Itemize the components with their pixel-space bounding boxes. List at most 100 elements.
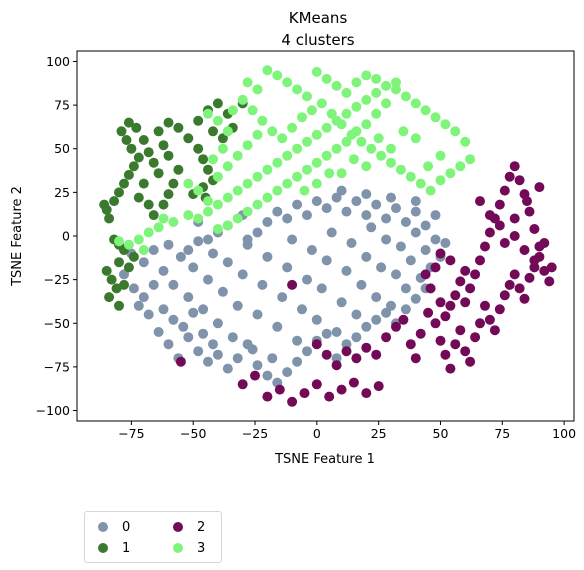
data-point: [381, 213, 392, 224]
data-point: [217, 133, 228, 144]
data-point: [445, 363, 456, 374]
data-point: [232, 150, 243, 161]
data-point: [504, 279, 515, 290]
data-point: [212, 115, 223, 126]
data-point: [351, 309, 362, 320]
data-point: [321, 328, 332, 339]
data-point: [282, 150, 293, 161]
data-point: [336, 185, 347, 196]
series-3: [114, 65, 476, 255]
data-point: [175, 356, 186, 367]
data-point: [465, 356, 476, 367]
y-tick-label: −100: [36, 403, 70, 418]
data-point: [351, 77, 362, 88]
data-point: [193, 185, 204, 196]
data-point: [183, 210, 194, 221]
chart-title: KMeans: [289, 9, 348, 27]
data-point: [217, 143, 228, 154]
data-point: [450, 290, 461, 301]
data-point: [534, 182, 545, 193]
data-point: [544, 276, 555, 287]
data-point: [252, 84, 263, 95]
data-point: [455, 161, 466, 172]
data-point: [405, 339, 416, 350]
data-point: [252, 309, 263, 320]
data-point: [420, 245, 431, 255]
data-point: [203, 108, 213, 119]
data-point: [222, 363, 233, 374]
x-tick-label: 0: [313, 426, 321, 441]
data-point: [435, 248, 446, 259]
data-point: [405, 255, 416, 266]
data-point: [99, 199, 110, 210]
data-point: [114, 300, 124, 311]
data-point: [494, 304, 505, 315]
data-point: [252, 227, 263, 238]
y-tick-label: 50: [54, 141, 70, 156]
data-point: [203, 196, 213, 207]
data-point: [465, 283, 476, 294]
data-point: [252, 199, 263, 210]
data-point: [242, 178, 253, 189]
data-point: [203, 206, 213, 217]
data-point: [539, 238, 550, 248]
data-point: [153, 222, 164, 233]
y-tick-label: −75: [44, 359, 70, 374]
data-point: [227, 105, 238, 116]
y-tick-label: 100: [46, 54, 70, 69]
data-point: [277, 133, 288, 144]
data-point: [123, 262, 134, 273]
x-tick-label: 100: [552, 426, 576, 441]
data-point: [410, 353, 421, 364]
data-point: [316, 98, 327, 109]
data-point: [153, 126, 164, 137]
legend-marker-2: [173, 522, 183, 532]
data-point: [163, 239, 174, 250]
data-point: [351, 353, 362, 364]
data-point: [460, 346, 471, 357]
data-point: [237, 269, 248, 280]
data-point: [158, 304, 169, 315]
data-point: [366, 222, 377, 233]
data-point: [415, 178, 426, 189]
data-point: [321, 349, 332, 360]
y-tick-label: −50: [44, 316, 70, 331]
data-point: [212, 171, 223, 182]
data-point: [138, 257, 149, 268]
data-point: [371, 87, 382, 98]
data-point: [351, 101, 362, 112]
data-point: [445, 300, 456, 311]
data-point: [331, 80, 342, 91]
data-point: [398, 126, 409, 137]
data-point: [311, 339, 322, 350]
data-point: [341, 87, 352, 98]
data-point: [430, 210, 441, 221]
data-point: [494, 220, 505, 231]
data-point: [445, 255, 456, 266]
data-point: [514, 175, 525, 186]
data-point: [410, 293, 421, 304]
data-point: [143, 309, 154, 320]
data-point: [203, 356, 213, 367]
data-point: [381, 98, 392, 109]
data-point: [267, 353, 278, 364]
data-point: [341, 136, 352, 147]
data-point: [348, 377, 359, 388]
data-point: [217, 286, 228, 297]
data-point: [198, 328, 209, 339]
legend-marker-0: [98, 522, 108, 532]
data-point: [158, 213, 169, 224]
data-point: [116, 126, 127, 137]
data-point: [336, 297, 347, 308]
data-point: [321, 122, 332, 133]
legend-label-2: 2: [197, 519, 206, 535]
data-point: [381, 80, 392, 91]
data-point: [267, 126, 278, 137]
legend-item-2: 2: [173, 517, 205, 537]
data-point: [208, 248, 218, 259]
data-point: [381, 307, 392, 318]
data-point: [222, 161, 233, 172]
data-point: [128, 283, 139, 294]
data-point: [133, 192, 144, 203]
data-point: [121, 135, 132, 145]
